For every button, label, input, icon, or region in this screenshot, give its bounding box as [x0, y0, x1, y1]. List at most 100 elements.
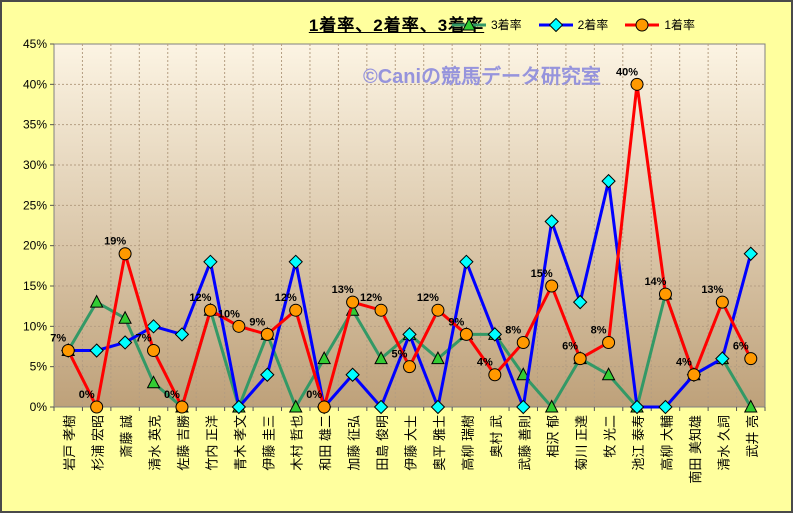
x-category-label: 高柳 大輔: [659, 415, 674, 471]
data-label: 14%: [644, 276, 666, 288]
x-category-label: 杉浦 宏昭: [91, 415, 106, 471]
series-1-marker: [402, 327, 417, 342]
series-1-marker: [743, 246, 758, 261]
data-label: 0%: [164, 389, 180, 401]
x-category-label: 武井 亮: [745, 415, 760, 458]
series-2-marker: [687, 368, 701, 382]
data-label: 6%: [733, 341, 749, 353]
legend-diamond-icon: [538, 17, 573, 32]
x-category-label: 和田 雄二: [318, 415, 333, 471]
series-2-marker: [744, 352, 758, 366]
data-label: 12%: [417, 292, 439, 304]
x-category-label: 武藤 善則: [517, 415, 532, 471]
series-2-marker: [459, 327, 473, 341]
data-label: 5%: [392, 349, 408, 361]
series-2-marker: [289, 303, 303, 317]
data-label: 12%: [360, 292, 382, 304]
series-2-marker: [545, 279, 559, 293]
chart-title: 1着率、2着率、3着率: [308, 16, 485, 35]
series-2-marker: [602, 335, 616, 349]
watermark-text: ©Caniの競馬データ研究室: [363, 64, 601, 88]
series-2-marker: [203, 303, 217, 317]
x-category-label: 清水 英克: [148, 415, 163, 471]
y-tick-label: 30%: [23, 158, 47, 172]
data-label: 4%: [477, 357, 493, 369]
y-tick-label: 20%: [23, 239, 47, 253]
series-0-marker: [374, 351, 388, 365]
series-1-marker: [174, 327, 190, 342]
series-2-marker: [118, 247, 132, 261]
x-category-label: 佐藤 吉勝: [176, 415, 191, 471]
x-category-label: 奥村 武: [489, 415, 504, 458]
series-1-marker: [544, 214, 559, 229]
x-category-label: 菊川 正達: [574, 415, 589, 471]
series-1-marker: [203, 254, 218, 270]
data-label: 4%: [676, 357, 692, 369]
legend-item-1: 2着率: [538, 16, 608, 33]
series-1-marker: [629, 399, 645, 415]
series-2-marker: [90, 400, 104, 414]
data-label: 7%: [136, 333, 152, 345]
series-0-marker: [146, 375, 161, 389]
series-0-marker: [743, 399, 758, 413]
x-category-label: 竹内 正洋: [204, 415, 219, 471]
series-1-marker: [601, 173, 616, 189]
data-label: 13%: [701, 284, 723, 296]
series-1-marker: [117, 335, 133, 350]
series-2-marker: [516, 335, 530, 349]
series-1-marker: [658, 399, 673, 415]
series-1-marker: [487, 327, 503, 342]
x-category-label: 木村 哲也: [290, 415, 305, 471]
x-category-label: 池江 泰寿: [631, 415, 646, 471]
y-tick-label: 45%: [23, 37, 47, 51]
legend-item-0: 3着率: [451, 16, 522, 33]
series-1-marker: [715, 351, 730, 366]
series-group-2: 7% 0% 19% 7% 0% 12% 10% 9% 12% 0% 13% 12% 5% 12% 9% 4% 8…: [50, 66, 758, 414]
data-label: 15%: [531, 268, 553, 280]
legend-triangle-icon: [451, 17, 486, 30]
x-category-label: 伊藤 大士: [404, 415, 419, 471]
series-1-marker: [231, 399, 247, 415]
y-tick-label: 25%: [23, 198, 47, 212]
legend: 3着率 2着率 1着率: [451, 16, 695, 33]
series-2-marker: [260, 327, 274, 341]
legend-marker: [548, 17, 563, 32]
series-2-marker: [374, 303, 388, 317]
series-1-marker: [288, 254, 303, 270]
data-label: 19%: [104, 236, 126, 248]
data-label: 12%: [275, 292, 297, 304]
x-category-label: 田島 俊明: [375, 415, 390, 471]
series-2-marker: [431, 303, 445, 317]
legend-item-2: 1着率: [624, 16, 695, 33]
series-0-marker: [601, 367, 616, 381]
data-label: 13%: [332, 284, 354, 296]
series-2-marker: [658, 287, 672, 301]
series-1-marker: [516, 399, 531, 415]
series-2-marker: [232, 319, 246, 333]
legend-marker: [635, 18, 649, 31]
x-category-label: 清水 久詞: [716, 415, 731, 471]
x-category-label: 青木 孝文: [233, 415, 248, 471]
series-group-1: [61, 173, 758, 415]
series-2-marker: [630, 77, 644, 91]
data-label: 8%: [591, 324, 607, 336]
series-1-marker: [260, 367, 275, 382]
y-tick-label: 0%: [30, 400, 48, 414]
series-0-marker: [516, 367, 531, 381]
series-1-marker: [430, 399, 446, 415]
data-label: 10%: [218, 308, 240, 320]
y-tick-label: 5%: [30, 360, 48, 374]
data-label: 12%: [189, 292, 211, 304]
data-label: 9%: [249, 316, 265, 328]
data-label: 8%: [505, 324, 521, 336]
x-category-label: 伊藤 圭三: [261, 415, 276, 471]
y-tick-label: 40%: [23, 77, 47, 91]
series-0-marker: [89, 294, 104, 308]
x-category-label: 南田 美知雄: [688, 415, 703, 484]
series-2-marker: [488, 368, 502, 382]
series-0-marker: [288, 399, 303, 413]
legend-item-label: 3着率: [490, 18, 522, 32]
series-2-marker: [715, 295, 729, 309]
